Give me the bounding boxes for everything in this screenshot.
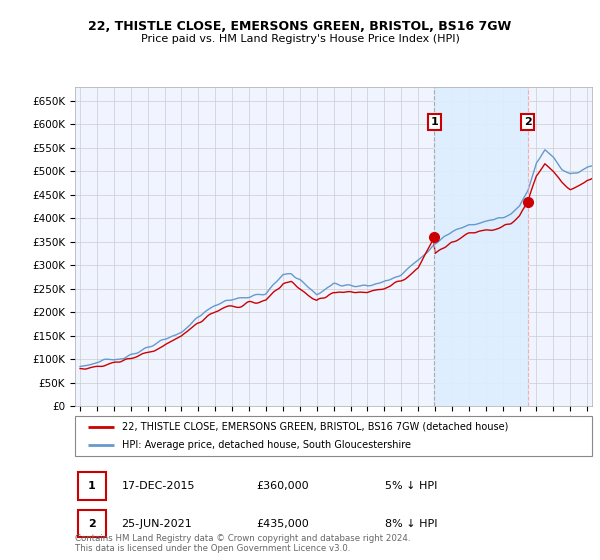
Text: 8% ↓ HPI: 8% ↓ HPI (385, 519, 438, 529)
Text: 1: 1 (88, 481, 95, 491)
FancyBboxPatch shape (77, 510, 106, 538)
Text: Price paid vs. HM Land Registry's House Price Index (HPI): Price paid vs. HM Land Registry's House … (140, 34, 460, 44)
Text: HPI: Average price, detached house, South Gloucestershire: HPI: Average price, detached house, Sout… (122, 440, 410, 450)
Text: £435,000: £435,000 (256, 519, 309, 529)
Text: 17-DEC-2015: 17-DEC-2015 (122, 481, 195, 491)
Text: 2: 2 (88, 519, 95, 529)
Text: 2: 2 (524, 117, 532, 127)
Text: Contains HM Land Registry data © Crown copyright and database right 2024.
This d: Contains HM Land Registry data © Crown c… (75, 534, 410, 553)
Text: 22, THISTLE CLOSE, EMERSONS GREEN, BRISTOL, BS16 7GW: 22, THISTLE CLOSE, EMERSONS GREEN, BRIST… (88, 20, 512, 32)
Bar (434, 87, 527, 406)
Text: 25-JUN-2021: 25-JUN-2021 (122, 519, 192, 529)
Text: £360,000: £360,000 (256, 481, 308, 491)
FancyBboxPatch shape (77, 472, 106, 500)
Text: 5% ↓ HPI: 5% ↓ HPI (385, 481, 437, 491)
Text: 1: 1 (430, 117, 438, 127)
Text: 22, THISTLE CLOSE, EMERSONS GREEN, BRISTOL, BS16 7GW (detached house): 22, THISTLE CLOSE, EMERSONS GREEN, BRIST… (122, 422, 508, 432)
